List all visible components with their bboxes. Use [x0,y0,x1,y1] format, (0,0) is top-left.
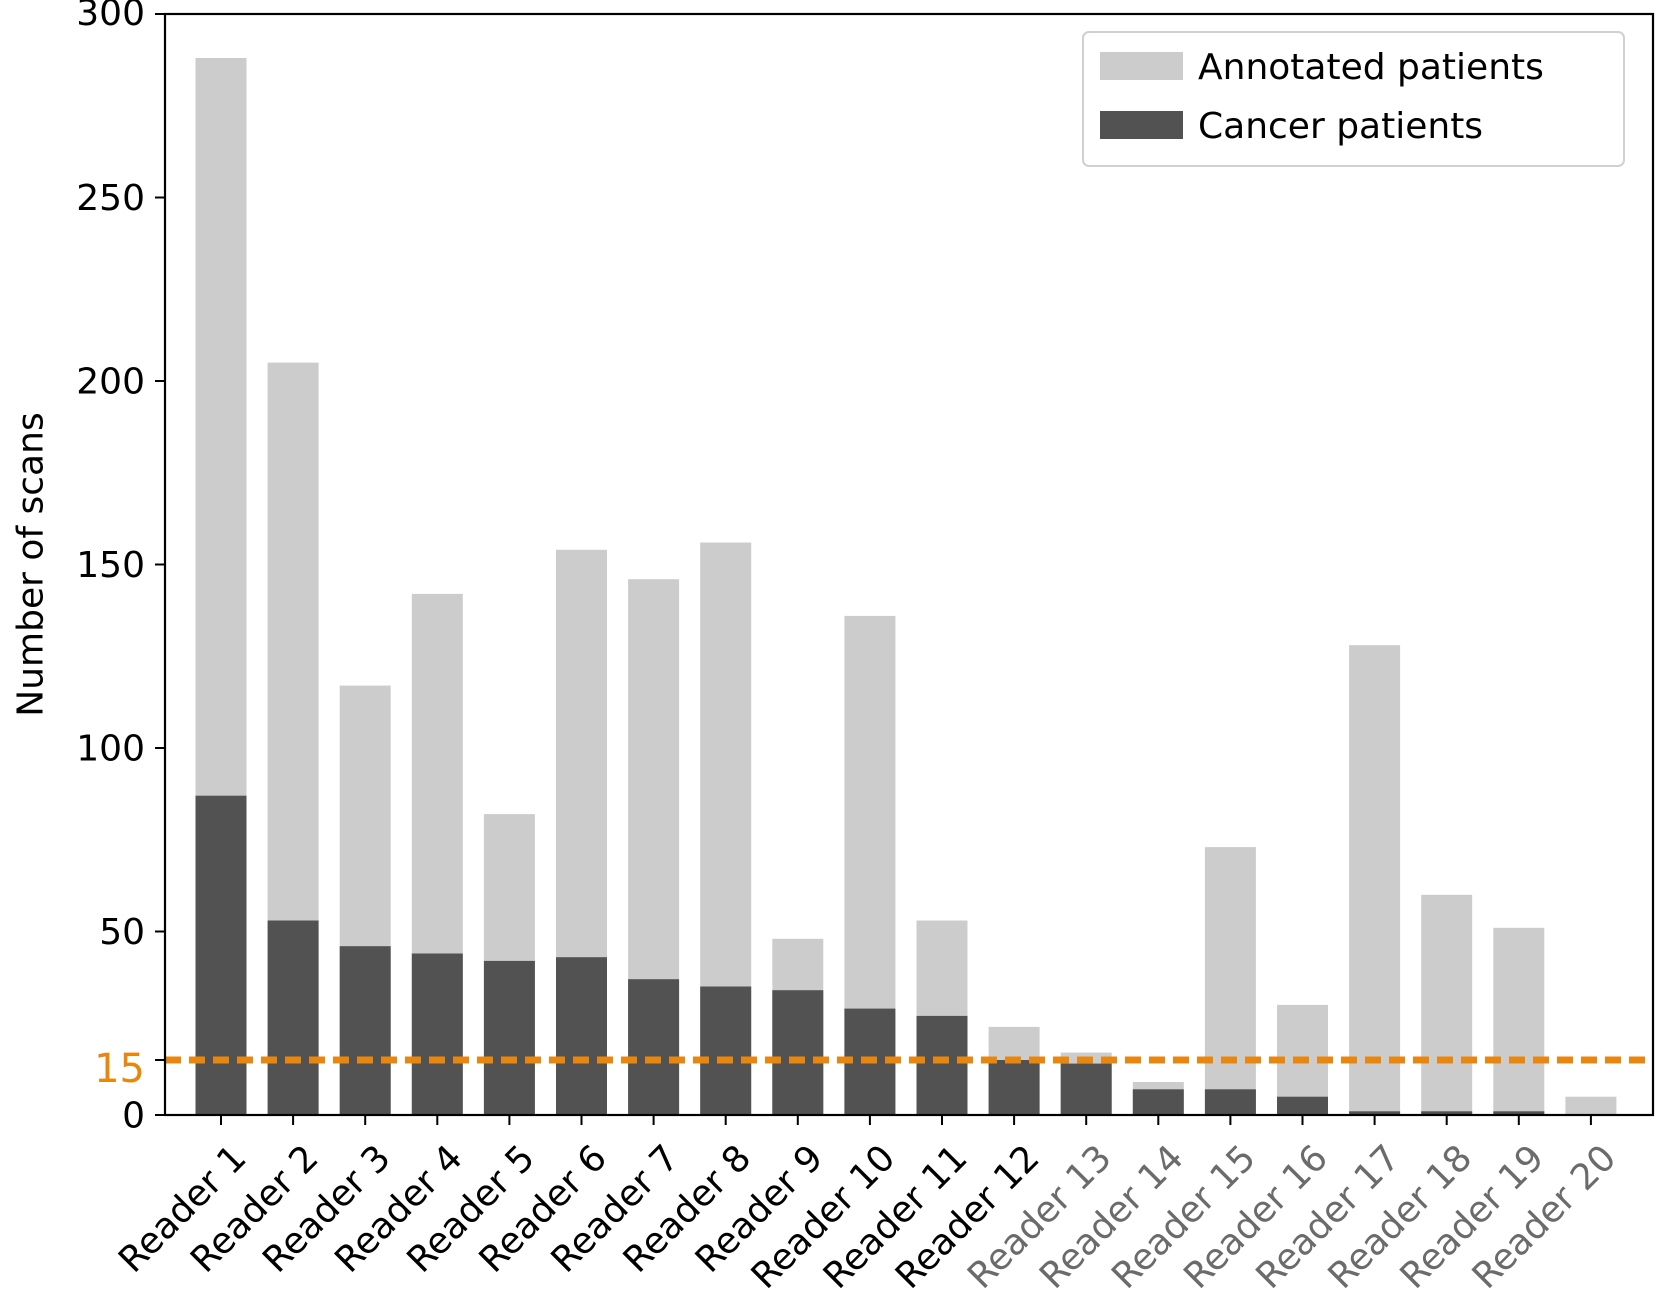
y-tick-label: 200 [76,362,145,403]
legend-swatch-annotated [1100,52,1183,80]
cancer-bar-16 [1277,1096,1328,1115]
cancer-bar-2 [267,920,319,1115]
plot-frame [163,12,1655,1117]
cancer-bar-5 [483,960,535,1115]
legend-label-cancer: Cancer patients [1198,106,1483,147]
legend-swatch-cancer [1100,111,1183,139]
cancer-bar-7 [628,979,680,1115]
cancer-bar-11 [916,1015,968,1115]
y-tick-label: 0 [122,1096,145,1137]
cancer-bar-3 [339,946,391,1115]
y-tick-label: 100 [76,729,145,770]
y-tick-label: 150 [76,545,145,586]
annotated-bar-17 [1349,645,1401,1115]
legend: Annotated patients Cancer patients [1082,31,1625,167]
cancer-bar-1 [195,795,247,1115]
cancer-bar-6 [556,957,607,1115]
bars [195,58,1617,1116]
cancer-bar-12 [988,1060,1040,1115]
cancer-bar-17 [1349,1111,1401,1115]
annotated-bar-15 [1204,847,1256,1115]
legend-box [1082,31,1625,167]
y-axis: 0 50 100 150 200 250 300 15 [76,0,165,1137]
y-tick-label: 300 [76,0,145,34]
legend-label-annotated: Annotated patients [1198,47,1544,88]
y-tick-label: 250 [76,178,145,219]
y-tick-label: 50 [99,912,145,953]
annotated-bar-20 [1565,1096,1617,1115]
cancer-bar-4 [411,953,463,1115]
cancer-bar-19 [1493,1111,1545,1115]
annotated-bar-18 [1421,894,1473,1115]
threshold-label: 15 [94,1046,145,1092]
cancer-bar-15 [1204,1089,1256,1115]
cancer-bar-13 [1060,1063,1112,1115]
annotated-bar-19 [1493,927,1545,1115]
y-axis-label: Number of scans [11,412,52,716]
cancer-bar-18 [1421,1111,1473,1115]
cancer-bar-9 [772,990,824,1115]
cancer-bar-14 [1132,1089,1184,1115]
cancer-bar-8 [700,986,752,1115]
